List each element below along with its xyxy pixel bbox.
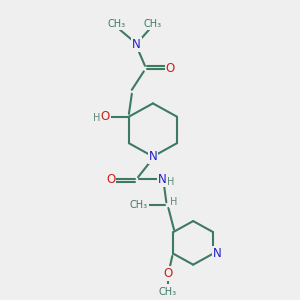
Text: CH₃: CH₃ (143, 19, 162, 29)
Text: CH₃: CH₃ (130, 200, 148, 210)
Text: O: O (106, 173, 115, 186)
Text: H: H (93, 113, 100, 123)
Text: CH₃: CH₃ (159, 287, 177, 297)
Text: N: N (148, 150, 157, 163)
Text: N: N (158, 173, 167, 186)
Text: O: O (100, 110, 109, 123)
Text: N: N (132, 38, 141, 51)
Text: CH₃: CH₃ (107, 19, 125, 29)
Text: H: H (169, 197, 177, 207)
Text: O: O (166, 62, 175, 75)
Text: N: N (213, 247, 221, 260)
Text: O: O (163, 267, 172, 280)
Text: H: H (167, 177, 174, 187)
